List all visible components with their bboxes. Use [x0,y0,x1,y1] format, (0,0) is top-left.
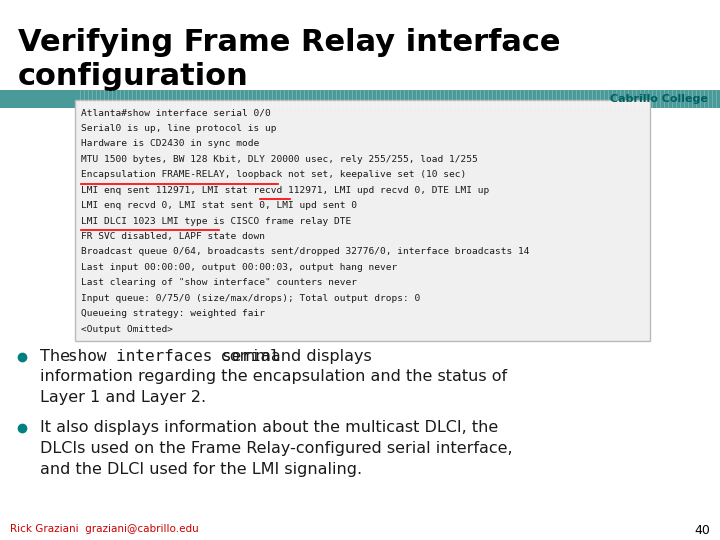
Bar [0,90,720,107]
Text: Layer 1 and Layer 2.: Layer 1 and Layer 2. [40,390,206,406]
Text: information regarding the encapsulation and the status of: information regarding the encapsulation … [40,369,507,384]
Text: The: The [40,348,75,363]
Text: Encapsulation FRAME-RELAY, loopback not set, keepalive set (10 sec): Encapsulation FRAME-RELAY, loopback not … [81,170,467,179]
Text: MTU 1500 bytes, BW 128 Kbit, DLY 20000 usec, rely 255/255, load 1/255: MTU 1500 bytes, BW 128 Kbit, DLY 20000 u… [81,155,478,164]
Text: Serial0 is up, line protocol is up: Serial0 is up, line protocol is up [81,124,276,133]
FancyBboxPatch shape [75,99,650,341]
Text: Rick Graziani  graziani@cabrillo.edu: Rick Graziani graziani@cabrillo.edu [10,524,199,534]
Text: Atlanta#show interface serial 0/0: Atlanta#show interface serial 0/0 [81,109,271,118]
Text: FR SVC disabled, LAPF state down: FR SVC disabled, LAPF state down [81,232,265,241]
Text: Verifying Frame Relay interface: Verifying Frame Relay interface [18,28,560,57]
Text: Cabrillo College: Cabrillo College [610,93,708,104]
Text: and the DLCI used for the LMI signaling.: and the DLCI used for the LMI signaling. [40,462,362,477]
Text: Last clearing of "show interface" counters never: Last clearing of "show interface" counte… [81,278,357,287]
Text: Queueing strategy: weighted fair: Queueing strategy: weighted fair [81,309,265,318]
Text: 40: 40 [694,524,710,537]
Text: Last input 00:00:00, output 00:00:03, output hang never: Last input 00:00:00, output 00:00:03, ou… [81,263,397,272]
Text: Broadcast queue 0/64, broadcasts sent/dropped 32776/0, interface broadcasts 14: Broadcast queue 0/64, broadcasts sent/dr… [81,247,529,256]
Text: LMI DLCI 1023 LMI type is CISCO frame relay DTE: LMI DLCI 1023 LMI type is CISCO frame re… [81,217,351,226]
Text: show interfaces serial: show interfaces serial [68,348,280,363]
Text: Hardware is CD2430 in sync mode: Hardware is CD2430 in sync mode [81,139,259,148]
Text: Input queue: 0/75/0 (size/max/drops); Total output drops: 0: Input queue: 0/75/0 (size/max/drops); To… [81,294,420,303]
Text: LMI enq recvd 0, LMI stat sent 0, LMI upd sent 0: LMI enq recvd 0, LMI stat sent 0, LMI up… [81,201,357,210]
Text: command displays: command displays [216,348,372,363]
Text: configuration: configuration [18,62,248,91]
Text: <Output Omitted>: <Output Omitted> [81,325,173,334]
Text: LMI enq sent 112971, LMI stat recvd 112971, LMI upd recvd 0, DTE LMI up: LMI enq sent 112971, LMI stat recvd 1129… [81,186,490,195]
Text: It also displays information about the multicast DLCI, the: It also displays information about the m… [40,420,498,435]
Text: DLCIs used on the Frame Relay-configured serial interface,: DLCIs used on the Frame Relay-configured… [40,441,513,456]
